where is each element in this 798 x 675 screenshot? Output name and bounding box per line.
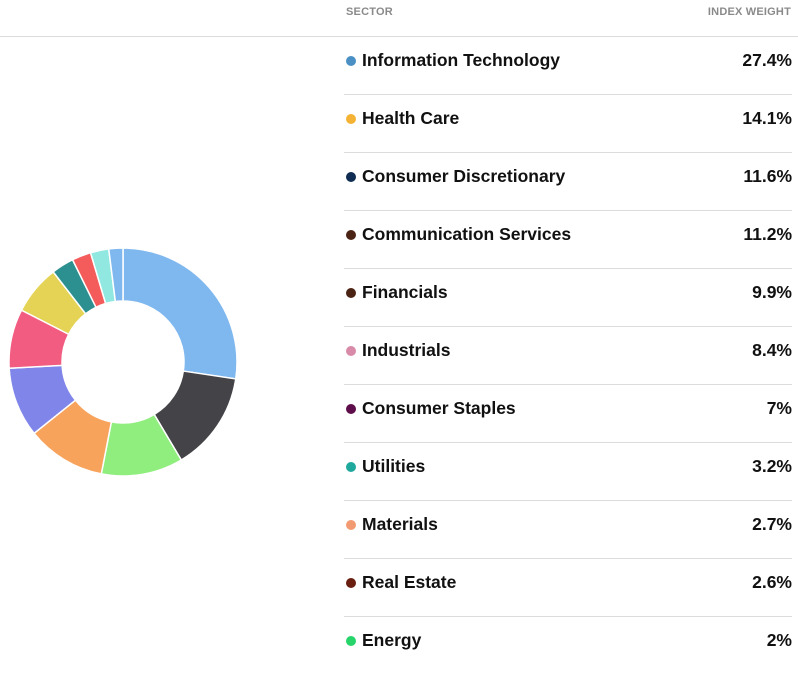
legend-dot	[346, 404, 356, 414]
sector-weight: 27.4%	[742, 50, 792, 70]
donut-slice	[122, 247, 238, 380]
sector-name: Industrials	[362, 340, 451, 360]
sector-name: Energy	[362, 630, 422, 650]
sector-name: Health Care	[362, 108, 460, 128]
legend-dot	[346, 636, 356, 646]
legend-dot	[346, 230, 356, 240]
sector-row: Energy 2%	[344, 617, 792, 675]
sector-row: Communication Services 11.2%	[344, 211, 792, 269]
sector-name: Information Technology	[362, 50, 561, 70]
sector-weight: 14.1%	[742, 108, 792, 128]
sector-name: Communication Services	[362, 224, 572, 244]
header-divider	[0, 36, 798, 37]
legend-dot	[346, 462, 356, 472]
sector-weight: 2.7%	[752, 514, 792, 534]
sector-weight: 2%	[766, 630, 792, 650]
legend-dot	[346, 114, 356, 124]
sector-weight: 7%	[766, 398, 792, 418]
sector-row: Consumer Discretionary 11.6%	[344, 153, 792, 211]
legend-dot	[346, 578, 356, 588]
sector-weight: 8.4%	[752, 340, 792, 360]
sector-name: Real Estate	[362, 572, 457, 592]
legend-dot	[346, 346, 356, 356]
sector-name: Consumer Discretionary	[362, 166, 566, 186]
sector-name: Consumer Staples	[362, 398, 516, 418]
sector-donut-chart	[8, 247, 238, 477]
sector-weight: 11.2%	[743, 224, 792, 244]
sector-row: Consumer Staples 7%	[344, 385, 792, 443]
sector-name: Materials	[362, 514, 438, 534]
legend-dot	[346, 172, 356, 182]
sector-name: Financials	[362, 282, 448, 302]
sector-weight: 11.6%	[743, 166, 792, 186]
sector-row: Industrials 8.4%	[344, 327, 792, 385]
sector-row: Information Technology 27.4%	[344, 37, 792, 95]
legend-dot	[346, 288, 356, 298]
sector-row: Health Care 14.1%	[344, 95, 792, 153]
column-header-index-weight: INDEX WEIGHT	[707, 6, 791, 18]
sector-row: Financials 9.9%	[344, 269, 792, 327]
sector-weight: 3.2%	[752, 456, 792, 476]
sector-row: Utilities 3.2%	[344, 443, 792, 501]
sector-row: Materials 2.7%	[344, 501, 792, 559]
column-header-sector: SECTOR	[346, 6, 393, 18]
donut-slice	[107, 247, 124, 303]
sector-weight-list: Information Technology 27.4% Health Care 14…	[344, 37, 792, 675]
sector-weight: 2.6%	[752, 572, 792, 592]
legend-dot	[346, 520, 356, 530]
sector-name: Utilities	[362, 456, 426, 476]
sector-row: Real Estate 2.6%	[344, 559, 792, 617]
sector-weight: 9.9%	[752, 282, 792, 302]
legend-dot	[346, 56, 356, 66]
